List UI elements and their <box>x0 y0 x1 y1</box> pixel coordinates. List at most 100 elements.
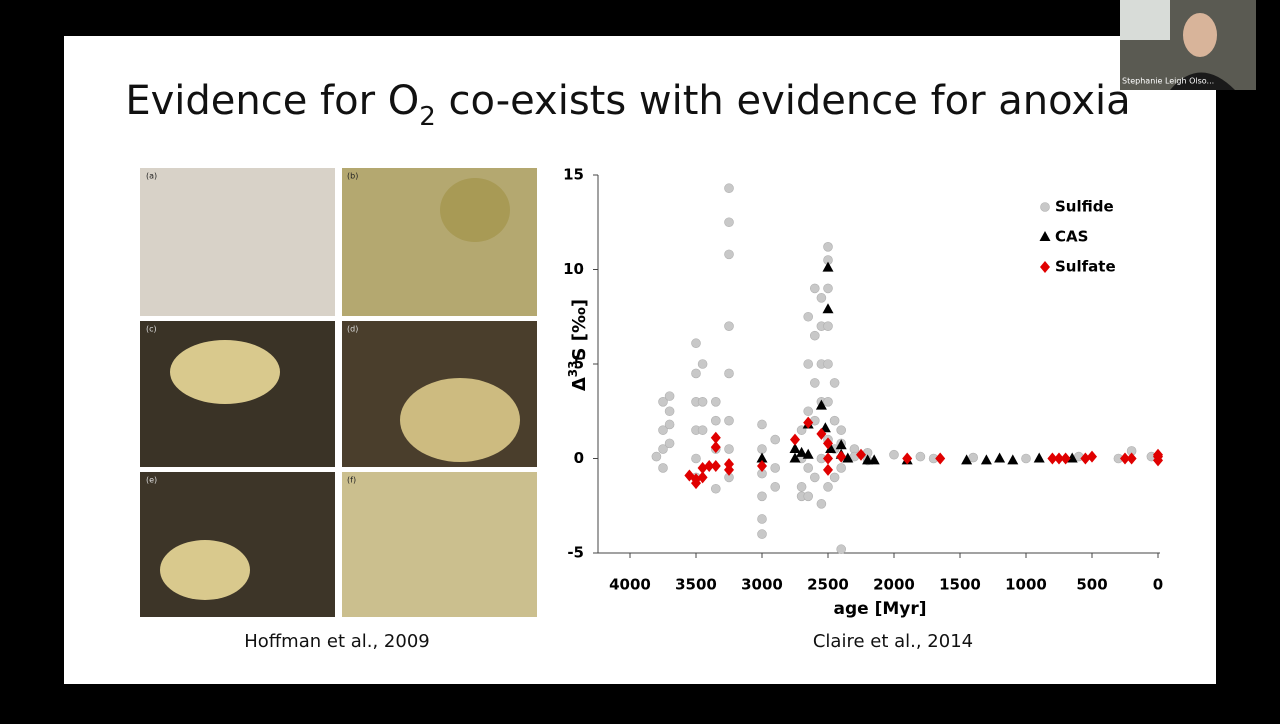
point <box>710 483 721 494</box>
point <box>803 416 814 429</box>
grain <box>160 540 250 600</box>
point <box>889 449 899 460</box>
point <box>724 444 734 454</box>
point <box>823 396 833 407</box>
legend-label: Sulfate <box>1055 258 1116 276</box>
point <box>796 446 808 457</box>
panel-label: (d) <box>347 325 358 334</box>
point <box>856 448 866 461</box>
point <box>835 439 847 450</box>
point <box>803 311 814 322</box>
label-text: Δ <box>569 377 590 391</box>
x-tick-label: 500 <box>1076 576 1107 594</box>
point <box>809 472 820 483</box>
point <box>697 471 708 484</box>
face <box>1183 13 1217 57</box>
point <box>757 460 767 473</box>
point <box>815 399 827 410</box>
title-text: co-exists with evidence for anoxia <box>436 78 1131 124</box>
label-superscript: 33 <box>566 360 580 377</box>
point <box>697 359 708 369</box>
x-tick-label: 0 <box>1153 576 1163 594</box>
photo-grid: (a) (b) (c) (d) (e) (f) <box>140 168 537 617</box>
x-axis-label: age [Myr] <box>833 599 926 619</box>
point <box>697 461 708 474</box>
point <box>961 454 973 465</box>
point <box>796 482 807 492</box>
point <box>658 425 668 435</box>
point <box>823 452 833 465</box>
point <box>757 514 767 524</box>
point <box>770 482 781 492</box>
point <box>1021 453 1031 464</box>
point <box>994 452 1006 463</box>
point <box>1120 452 1130 465</box>
point <box>829 472 840 483</box>
slide-title: Evidence for O2 co-exists with evidence … <box>125 78 1130 132</box>
point <box>1007 454 1019 465</box>
point <box>836 450 847 463</box>
grain <box>170 340 280 404</box>
title-text: Evidence for O <box>125 78 419 124</box>
point <box>710 441 721 454</box>
point <box>1153 454 1163 467</box>
point <box>724 368 734 379</box>
point <box>757 529 767 539</box>
point <box>756 452 768 463</box>
point <box>823 283 833 294</box>
legend-marker <box>1040 202 1050 212</box>
point <box>724 249 734 260</box>
point <box>842 452 854 463</box>
point <box>697 425 708 435</box>
x-tick-label: 1500 <box>939 576 981 594</box>
point <box>868 454 880 465</box>
x-tick-label: 3000 <box>741 576 783 594</box>
point <box>829 415 840 426</box>
point <box>710 431 721 444</box>
y-tick-label: 0 <box>574 449 584 467</box>
point <box>1054 452 1064 465</box>
point <box>757 419 767 430</box>
photo <box>140 472 335 617</box>
grain <box>440 178 510 242</box>
point <box>664 406 675 417</box>
point <box>724 321 734 332</box>
legend-label: Sulfide <box>1055 198 1114 216</box>
point <box>697 396 708 407</box>
point <box>1066 452 1078 463</box>
point <box>809 378 820 388</box>
point <box>802 448 814 459</box>
point <box>836 544 847 555</box>
point <box>691 338 701 349</box>
point <box>803 406 814 417</box>
label-text: S [‰] <box>569 299 590 361</box>
caption: Claire et al., 2014 <box>813 631 973 652</box>
point <box>658 444 668 454</box>
photo <box>342 472 537 617</box>
point <box>710 396 721 407</box>
window <box>1120 0 1170 40</box>
point <box>823 321 833 332</box>
panel-label: (c) <box>146 325 157 334</box>
y-tick-label: 5 <box>574 355 584 373</box>
point <box>710 460 721 473</box>
point <box>823 242 833 252</box>
video-tile: Stephanie Leigh Olso... <box>1120 0 1256 90</box>
point <box>823 359 833 369</box>
point <box>836 463 847 473</box>
point <box>803 491 814 502</box>
point <box>757 491 767 502</box>
photo <box>140 168 335 316</box>
point <box>724 415 734 426</box>
point <box>809 283 820 294</box>
point <box>816 427 827 440</box>
point <box>790 433 800 446</box>
y-axis-label: Δ33S [‰] <box>566 299 591 391</box>
point <box>823 463 833 476</box>
participant-name: Stephanie Leigh Olso... <box>1122 77 1214 86</box>
point <box>658 396 668 407</box>
title-subscript: 2 <box>419 102 436 132</box>
point <box>823 482 833 492</box>
legend-marker <box>1039 231 1051 241</box>
point <box>789 443 801 454</box>
